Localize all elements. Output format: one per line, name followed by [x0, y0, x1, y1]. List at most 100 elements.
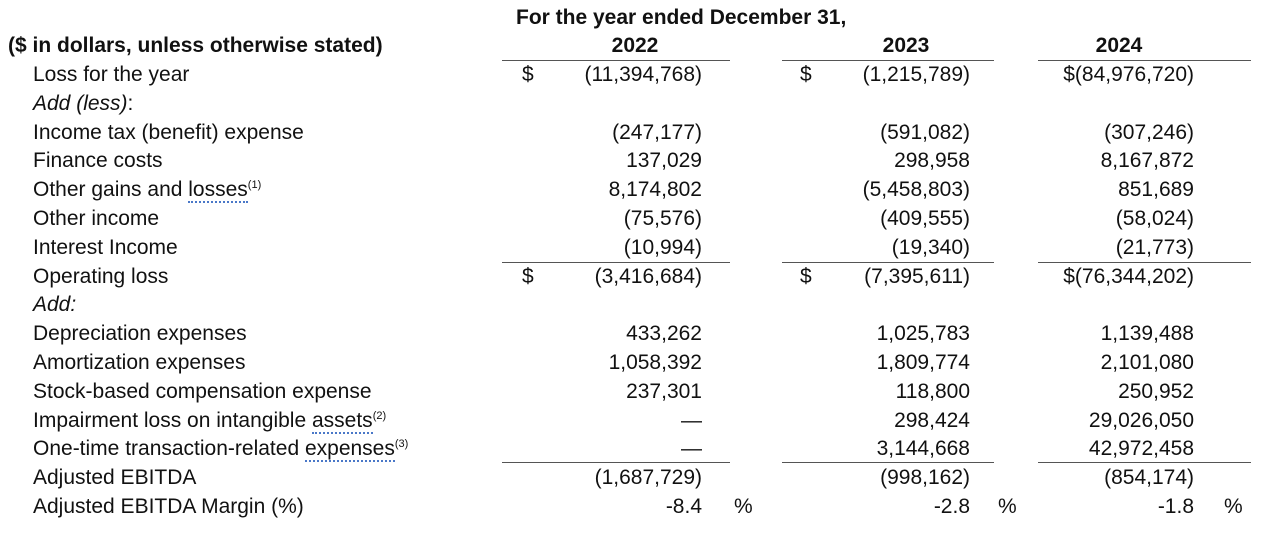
row-label: One-time transaction-related expenses(3)	[33, 435, 408, 463]
row-label-text: Income tax (benefit) expense	[33, 121, 304, 144]
period-title: For the year ended December 31,	[516, 6, 847, 29]
row-label: Other income	[33, 205, 159, 233]
currency-symbol: $	[800, 265, 812, 288]
cell-value: (19,340)	[891, 236, 970, 259]
cell-value: 1,139,488	[1100, 322, 1194, 345]
row-label: Adjusted EBITDA	[33, 464, 196, 492]
row-label-text: Interest Income	[33, 236, 178, 259]
subtotal-rule-2023	[782, 262, 994, 263]
year-header-2024: 2024	[1095, 34, 1143, 57]
row-label: Add (less):	[33, 90, 133, 118]
year-header-2023: 2023	[882, 34, 930, 57]
cell-value: (998,162)	[880, 466, 970, 489]
row-label: Income tax (benefit) expense	[33, 119, 304, 147]
cell-value: 42,972,458	[1088, 437, 1194, 460]
cell-value: (247,177)	[612, 121, 702, 144]
total-rule-2022	[502, 462, 730, 463]
units-label: ($ in dollars, unless otherwise stated)	[8, 34, 383, 57]
row-label-text: Loss for the year	[33, 63, 190, 86]
header-rule-2024	[1038, 60, 1251, 61]
cell-value: (7,395,611)	[864, 265, 970, 288]
cell-value: -2.8	[933, 495, 970, 518]
row-label: Amortization expenses	[33, 349, 245, 377]
footnote-marker: (3)	[394, 438, 409, 450]
cell-value: 250,952	[1118, 380, 1194, 403]
row-label-text: Stock-based compensation expense	[33, 380, 372, 403]
cell-value: 1,058,392	[608, 351, 702, 374]
cell-value: (307,246)	[1104, 121, 1194, 144]
cell-value: 8,174,802	[608, 178, 702, 201]
spellcheck-underlined-word: losses	[188, 178, 248, 203]
cell-value: —	[681, 409, 702, 432]
cell-value: $(76,344,202)	[1063, 265, 1194, 288]
row-label-text: Depreciation expenses	[33, 322, 247, 345]
row-label-text: Adjusted EBITDA Margin (%)	[33, 495, 304, 518]
row-label: Loss for the year	[33, 61, 189, 89]
cell-value: (10,994)	[623, 236, 702, 259]
row-label-text: Add:	[33, 293, 77, 316]
row-label-text: Add (less)	[33, 92, 128, 115]
cell-value: —	[681, 437, 702, 460]
subtotal-rule-2024	[1038, 262, 1251, 263]
row-label: Operating loss	[33, 263, 168, 291]
row-label-text: Operating loss	[33, 265, 169, 288]
cell-value: (75,576)	[623, 207, 702, 230]
row-label: Impairment loss on intangible assets(2)	[33, 407, 386, 435]
footnote-marker: (1)	[247, 179, 262, 191]
cell-value: 2,101,080	[1100, 351, 1194, 374]
row-label-text: Amortization expenses	[33, 351, 246, 374]
row-label-text: Adjusted EBITDA	[33, 466, 197, 489]
cell-value: 137,029	[626, 149, 702, 172]
percent-sign: %	[734, 495, 753, 518]
percent-sign: %	[998, 495, 1017, 518]
currency-symbol: $	[800, 63, 812, 86]
row-label-suffix: :	[127, 92, 134, 115]
cell-value: -8.4	[665, 495, 702, 518]
cell-value: (11,394,768)	[584, 63, 702, 86]
cell-value: 1,809,774	[876, 351, 970, 374]
cell-value: 298,958	[894, 149, 970, 172]
row-label-text: Impairment loss on intangible	[33, 409, 312, 432]
year-header-2022: 2022	[611, 34, 659, 57]
row-label: Finance costs	[33, 147, 163, 175]
cell-value: (591,082)	[880, 121, 970, 144]
cell-value: (3,416,684)	[594, 265, 702, 288]
cell-value: (1,215,789)	[862, 63, 970, 86]
row-label: Other gains and losses(1)	[33, 176, 261, 204]
percent-sign: %	[1224, 495, 1243, 518]
row-label: Interest Income	[33, 234, 178, 262]
row-label: Stock-based compensation expense	[33, 378, 372, 406]
header-rule-2022	[502, 60, 730, 61]
row-label-text: One-time transaction-related	[33, 437, 305, 460]
cell-value: -1.8	[1157, 495, 1194, 518]
cell-value: (1,687,729)	[594, 466, 702, 489]
currency-symbol: $	[522, 63, 534, 86]
cell-value: 851,689	[1118, 178, 1194, 201]
currency-symbol: $	[522, 265, 534, 288]
spellcheck-underlined-word: assets	[311, 409, 373, 434]
row-label: Adjusted EBITDA Margin (%)	[33, 493, 304, 521]
cell-value: (58,024)	[1115, 207, 1194, 230]
cell-value: (5,458,803)	[862, 178, 970, 201]
spellcheck-underlined-word: expenses	[304, 437, 395, 462]
cell-value: 298,424	[894, 409, 970, 432]
row-label: Add:	[33, 291, 76, 319]
total-rule-2024	[1038, 462, 1251, 463]
footnote-marker: (2)	[372, 410, 387, 422]
row-label-text: Other income	[33, 207, 160, 230]
subtotal-rule-2022	[502, 262, 730, 263]
cell-value: (21,773)	[1115, 236, 1194, 259]
cell-value: 433,262	[626, 322, 702, 345]
cell-value: (409,555)	[880, 207, 970, 230]
header-rule-2023	[782, 60, 994, 61]
cell-value: 3,144,668	[876, 437, 970, 460]
cell-value: (854,174)	[1104, 466, 1194, 489]
row-label-text: Other gains and	[33, 178, 189, 201]
cell-value: 29,026,050	[1088, 409, 1194, 432]
cell-value: $(84,976,720)	[1063, 63, 1194, 86]
cell-value: 237,301	[626, 380, 702, 403]
cell-value: 8,167,872	[1100, 149, 1194, 172]
cell-value: 1,025,783	[876, 322, 970, 345]
cell-value: 118,800	[895, 380, 970, 403]
total-rule-2023	[782, 462, 994, 463]
